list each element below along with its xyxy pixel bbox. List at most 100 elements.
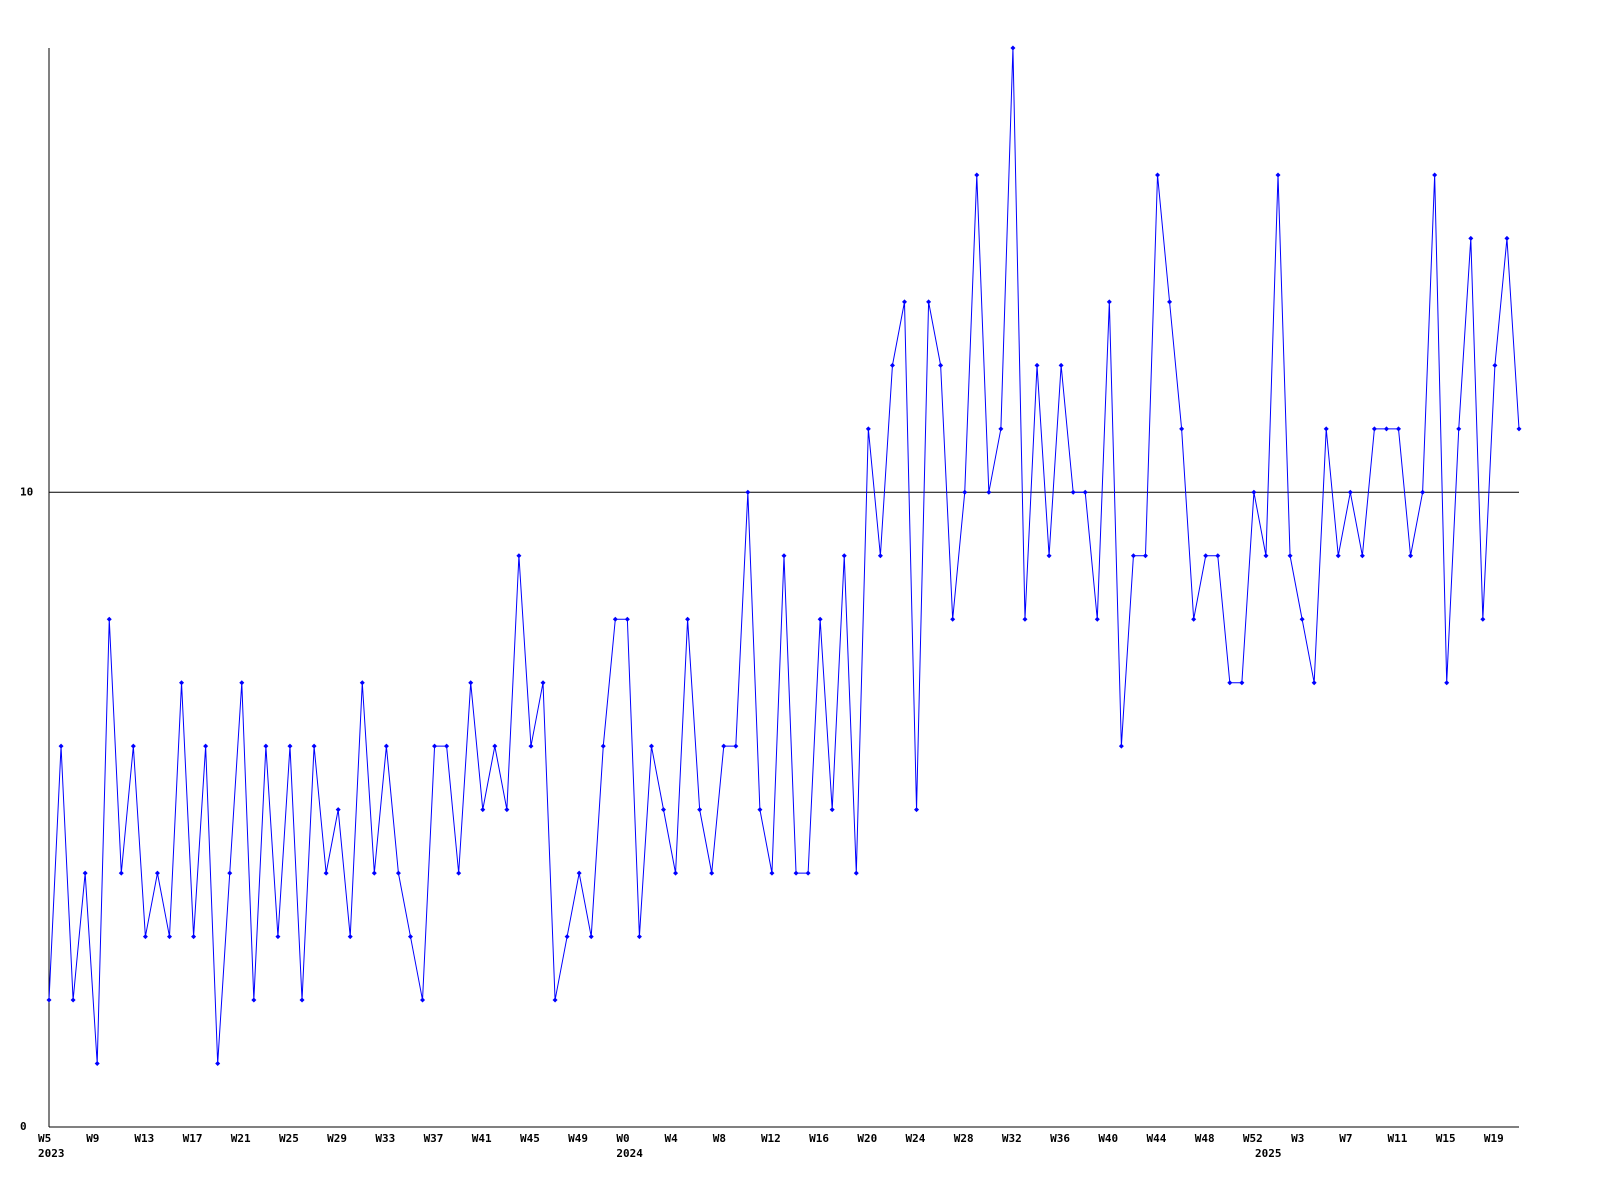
point-marker bbox=[709, 870, 715, 876]
point-marker bbox=[142, 934, 148, 940]
point-marker bbox=[1311, 680, 1317, 686]
x-tick-label: W9 bbox=[86, 1132, 99, 1145]
point-marker bbox=[1299, 616, 1305, 622]
point-marker bbox=[1239, 680, 1245, 686]
point-marker bbox=[1179, 426, 1185, 432]
point-marker bbox=[1408, 553, 1414, 559]
point-marker bbox=[877, 553, 883, 559]
point-marker bbox=[1323, 426, 1329, 432]
point-marker bbox=[1396, 426, 1402, 432]
x-tick-label: W0 bbox=[616, 1132, 629, 1145]
point-marker bbox=[251, 997, 257, 1003]
point-marker bbox=[853, 870, 859, 876]
point-marker bbox=[58, 743, 64, 749]
point-marker bbox=[685, 616, 691, 622]
point-marker bbox=[239, 680, 245, 686]
x-tick-label: W52 bbox=[1243, 1132, 1263, 1145]
point-marker bbox=[793, 870, 799, 876]
point-marker bbox=[841, 553, 847, 559]
x-tick-label: W48 bbox=[1195, 1132, 1215, 1145]
point-marker bbox=[1118, 743, 1124, 749]
point-marker bbox=[636, 934, 642, 940]
point-marker bbox=[359, 680, 365, 686]
point-marker bbox=[1251, 489, 1257, 495]
point-marker bbox=[480, 807, 486, 813]
point-marker bbox=[70, 997, 76, 1003]
point-marker bbox=[564, 934, 570, 940]
point-marker bbox=[323, 870, 329, 876]
point-marker bbox=[528, 743, 534, 749]
x-tick-label: W45 bbox=[520, 1132, 540, 1145]
point-marker bbox=[721, 743, 727, 749]
point-marker bbox=[1456, 426, 1462, 432]
point-marker bbox=[1070, 489, 1076, 495]
point-marker bbox=[420, 997, 426, 1003]
point-marker bbox=[745, 489, 751, 495]
point-marker bbox=[600, 743, 606, 749]
point-marker bbox=[1203, 553, 1209, 559]
point-marker bbox=[383, 743, 389, 749]
point-marker bbox=[1492, 362, 1498, 368]
point-marker bbox=[395, 870, 401, 876]
point-marker bbox=[914, 807, 920, 813]
point-marker bbox=[1191, 616, 1197, 622]
x-tick-label: W32 bbox=[1002, 1132, 1022, 1145]
point-marker bbox=[275, 934, 281, 940]
point-marker bbox=[697, 807, 703, 813]
point-marker bbox=[829, 807, 835, 813]
point-marker bbox=[612, 616, 618, 622]
point-marker bbox=[757, 807, 763, 813]
point-marker bbox=[673, 870, 679, 876]
point-marker bbox=[817, 616, 823, 622]
point-marker bbox=[624, 616, 630, 622]
point-marker bbox=[516, 553, 522, 559]
point-marker bbox=[299, 997, 305, 1003]
point-marker bbox=[1263, 553, 1269, 559]
x-tick-label: W24 bbox=[906, 1132, 926, 1145]
point-marker bbox=[118, 870, 124, 876]
x-tick-label: W8 bbox=[713, 1132, 726, 1145]
point-marker bbox=[130, 743, 136, 749]
x-tick-label: W25 bbox=[279, 1132, 299, 1145]
point-marker bbox=[468, 680, 474, 686]
x-tick-label: W7 bbox=[1339, 1132, 1352, 1145]
point-marker bbox=[347, 934, 353, 940]
x-tick-label: W15 bbox=[1436, 1132, 1456, 1145]
point-marker bbox=[191, 934, 197, 940]
x-tick-label: W33 bbox=[375, 1132, 395, 1145]
x-tick-label: W11 bbox=[1388, 1132, 1408, 1145]
point-marker bbox=[1347, 489, 1353, 495]
point-marker bbox=[1094, 616, 1100, 622]
point-marker bbox=[1215, 553, 1221, 559]
point-marker bbox=[648, 743, 654, 749]
point-marker bbox=[552, 997, 558, 1003]
point-marker bbox=[1432, 172, 1438, 178]
point-marker bbox=[1227, 680, 1233, 686]
point-marker bbox=[432, 743, 438, 749]
point-marker bbox=[203, 743, 209, 749]
point-marker bbox=[1082, 489, 1088, 495]
point-marker bbox=[1275, 172, 1281, 178]
point-marker bbox=[227, 870, 233, 876]
point-marker bbox=[733, 743, 739, 749]
point-marker bbox=[1155, 172, 1161, 178]
x-tick-label: W49 bbox=[568, 1132, 588, 1145]
x-tick-label: W19 bbox=[1484, 1132, 1504, 1145]
point-marker bbox=[1010, 45, 1016, 51]
point-marker bbox=[998, 426, 1004, 432]
point-marker bbox=[974, 172, 980, 178]
point-marker bbox=[82, 870, 88, 876]
point-marker bbox=[1516, 426, 1522, 432]
point-marker bbox=[504, 807, 510, 813]
x-tick-label: W21 bbox=[231, 1132, 251, 1145]
x-tick-label: W29 bbox=[327, 1132, 347, 1145]
point-marker bbox=[287, 743, 293, 749]
point-marker bbox=[661, 807, 667, 813]
x-tick-label: W4 bbox=[665, 1132, 679, 1145]
point-marker bbox=[1420, 489, 1426, 495]
point-marker bbox=[1444, 680, 1450, 686]
x-tick-label: W44 bbox=[1147, 1132, 1167, 1145]
point-marker bbox=[1106, 299, 1112, 305]
point-marker bbox=[962, 489, 968, 495]
